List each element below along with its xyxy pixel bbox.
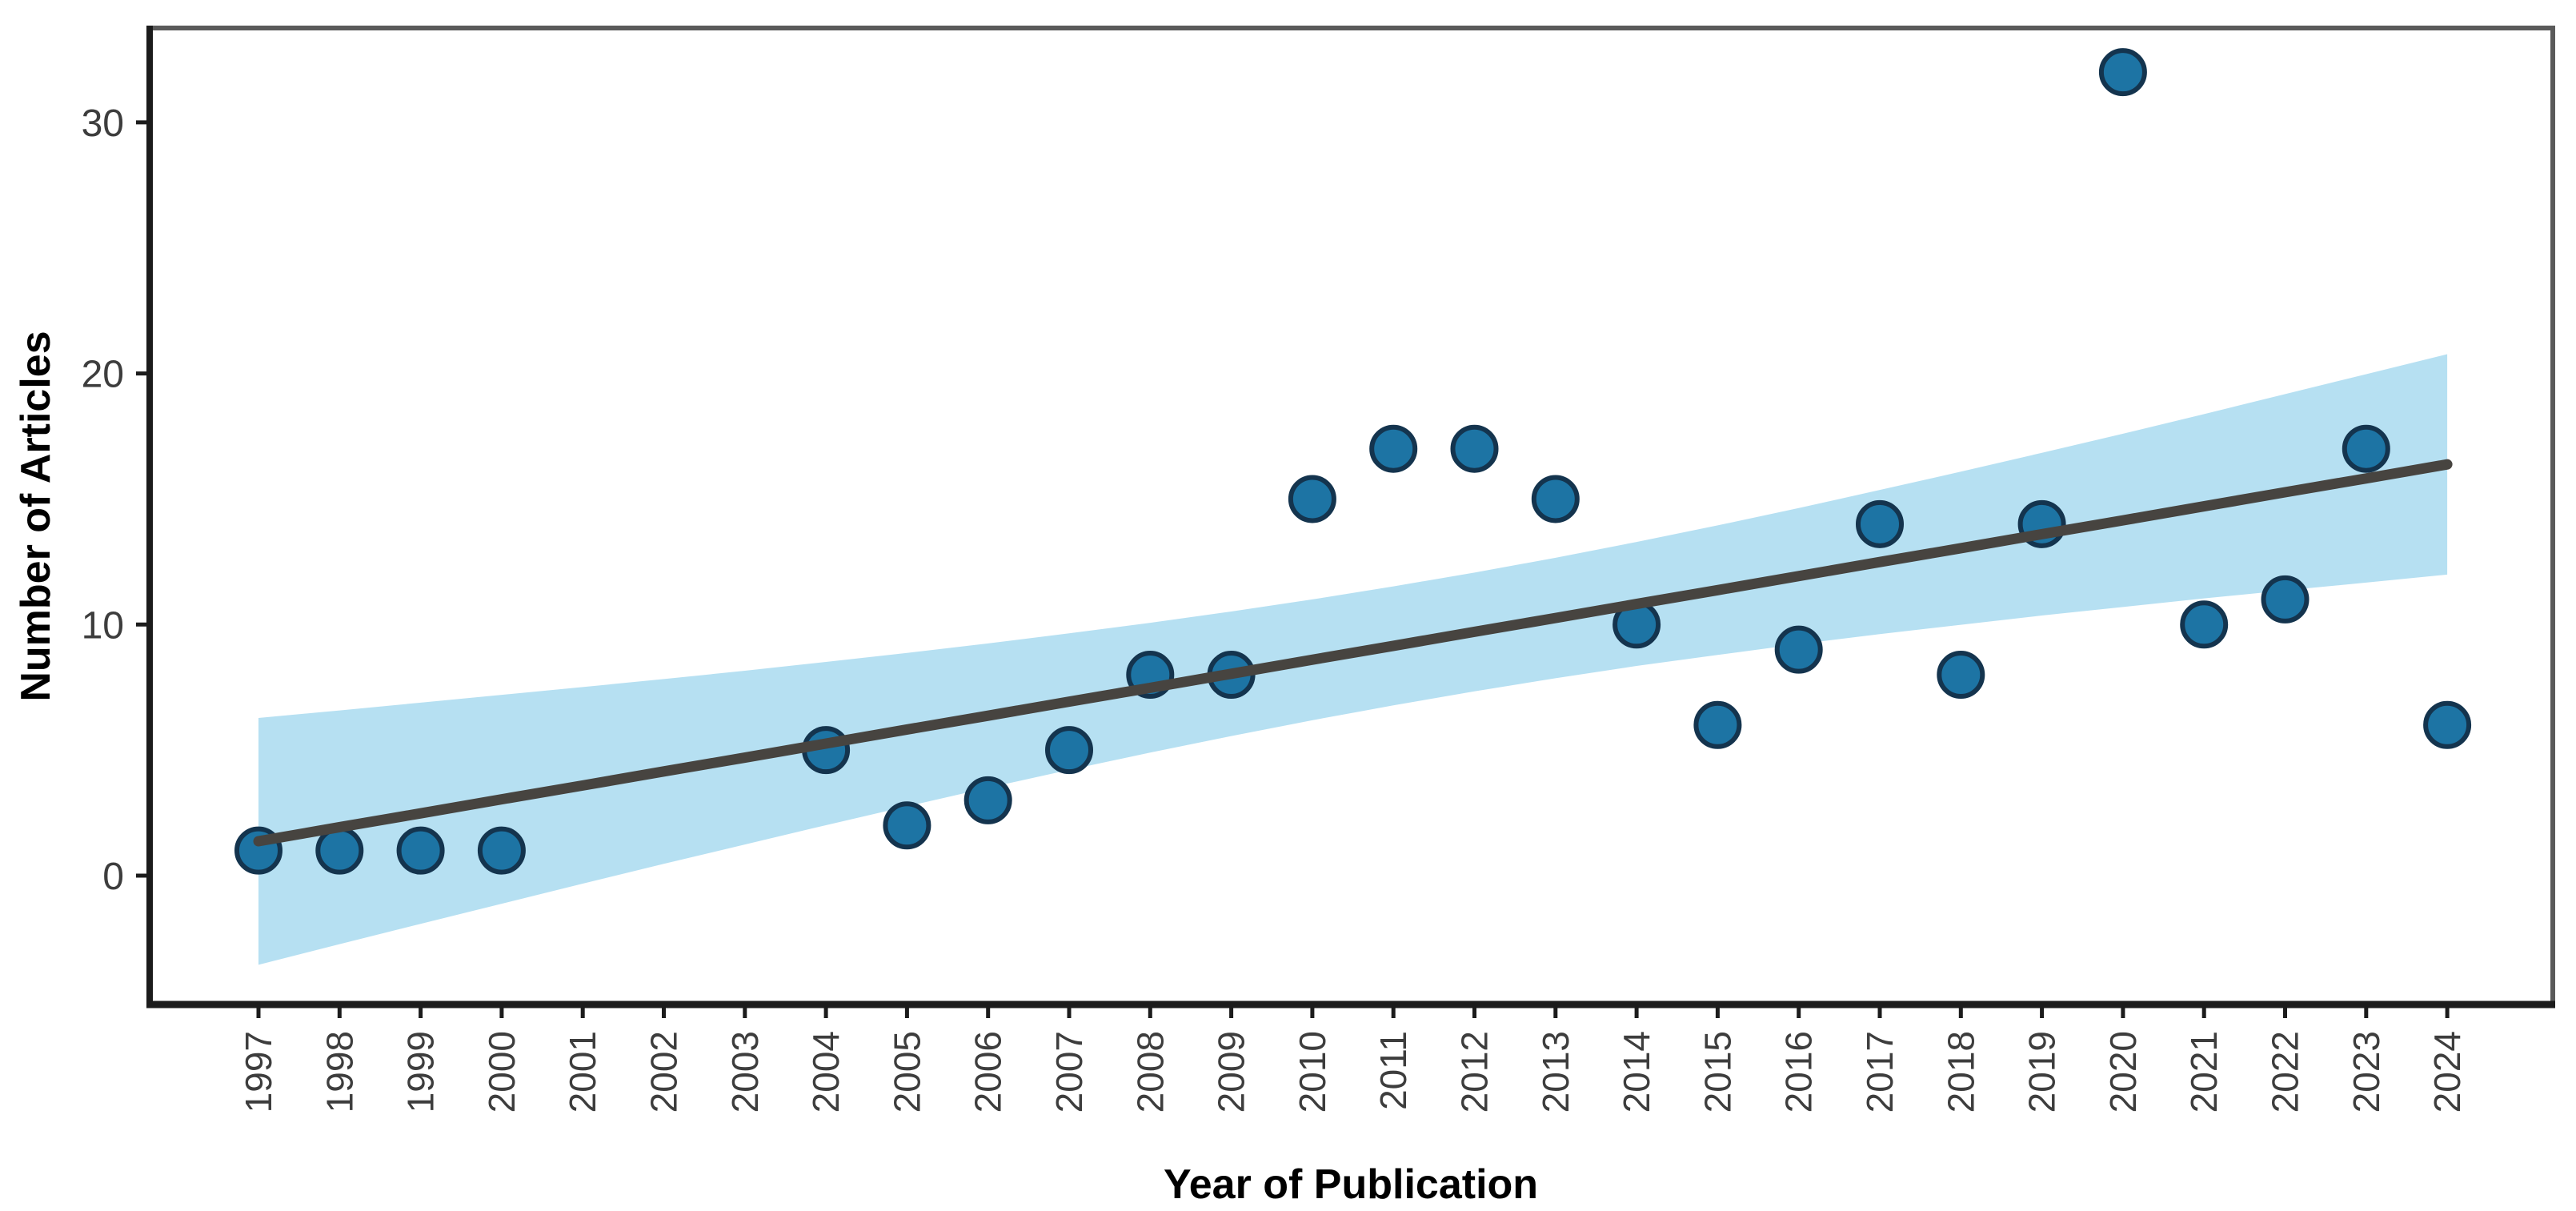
x-axis-title: Year of Publication <box>1164 1161 1538 1208</box>
data-point-2021 <box>2180 600 2229 649</box>
x-tick-label-2008: 2008 <box>1129 1031 1171 1113</box>
data-points-layer <box>234 48 2472 875</box>
data-point-2007 <box>1045 726 1093 775</box>
data-point-2005 <box>883 801 931 850</box>
x-tick-label-2021: 2021 <box>2183 1031 2225 1113</box>
data-point-1998 <box>315 826 364 875</box>
x-tick-label-2017: 2017 <box>1859 1031 1901 1113</box>
x-tick-label-2009: 2009 <box>1211 1031 1252 1113</box>
data-point-2016 <box>1774 625 1823 674</box>
x-tick-label-2020: 2020 <box>2102 1031 2144 1113</box>
confidence-band <box>258 354 2448 965</box>
y-tick-label-10: 10 <box>82 604 124 647</box>
data-point-2015 <box>1693 700 1742 749</box>
y-tick-label-30: 30 <box>82 102 124 145</box>
x-tick-label-2013: 2013 <box>1535 1031 1576 1113</box>
data-point-2012 <box>1450 424 1499 473</box>
data-point-2022 <box>2261 575 2310 624</box>
data-point-2024 <box>2423 700 2472 749</box>
data-point-1999 <box>396 826 445 875</box>
x-tick-label-1998: 1998 <box>318 1031 360 1113</box>
data-point-2023 <box>2342 424 2390 473</box>
x-tick-label-2005: 2005 <box>886 1031 927 1113</box>
x-tick-label-2004: 2004 <box>805 1031 847 1113</box>
y-tick-label-20: 20 <box>82 354 124 396</box>
x-tick-label-2011: 2011 <box>1372 1031 1414 1110</box>
x-tick-label-2022: 2022 <box>2265 1031 2306 1113</box>
data-point-2020 <box>2098 48 2147 97</box>
data-point-2011 <box>1369 424 1418 473</box>
x-tick-label-2012: 2012 <box>1454 1031 1496 1113</box>
x-tick-label-2006: 2006 <box>968 1031 1009 1113</box>
x-tick-label-2024: 2024 <box>2426 1031 2468 1113</box>
x-tick-label-2002: 2002 <box>643 1031 685 1113</box>
y-axis-title: Number of Articles <box>13 331 59 701</box>
data-point-2013 <box>1531 475 1580 523</box>
axis-ticks-layer: 0 10 20 30 1997 1998 1999 2000 2001 2002 2003 2004 2… <box>82 102 2468 1113</box>
data-point-2017 <box>1856 499 1904 548</box>
x-tick-label-2023: 2023 <box>2346 1031 2387 1113</box>
x-tick-label-2000: 2000 <box>481 1031 523 1113</box>
panel-frame-layer <box>146 26 2555 1008</box>
x-tick-label-2014: 2014 <box>1616 1031 1657 1113</box>
data-point-2000 <box>477 826 526 875</box>
x-tick-label-2015: 2015 <box>1697 1031 1738 1113</box>
data-point-2010 <box>1288 475 1336 523</box>
x-tick-label-2001: 2001 <box>562 1031 603 1113</box>
data-point-2018 <box>1937 651 1985 700</box>
x-tick-label-1997: 1997 <box>238 1031 279 1113</box>
confidence-band-layer <box>258 354 2448 965</box>
x-tick-label-2007: 2007 <box>1048 1031 1090 1113</box>
x-tick-label-1999: 1999 <box>400 1031 442 1113</box>
trend-line-layer <box>253 459 2453 847</box>
data-point-2006 <box>963 776 1012 824</box>
x-tick-label-2003: 2003 <box>724 1031 766 1113</box>
x-tick-label-2016: 2016 <box>1778 1031 1820 1113</box>
x-tick-label-2010: 2010 <box>1292 1031 1333 1113</box>
x-tick-label-2019: 2019 <box>2021 1031 2063 1113</box>
x-tick-label-2018: 2018 <box>1940 1031 1981 1113</box>
trend-line <box>253 459 2453 847</box>
y-tick-label-0: 0 <box>102 856 124 898</box>
